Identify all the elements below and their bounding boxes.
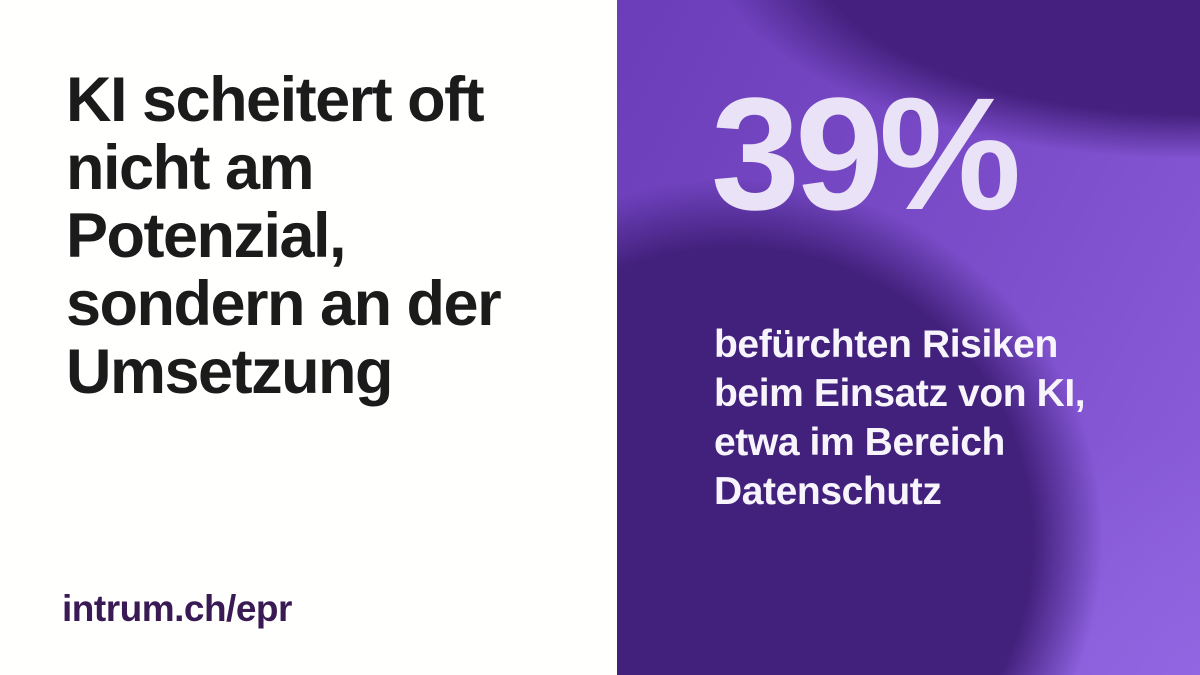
stat-description-line-2: beim Einsatz von KI, (714, 372, 1086, 415)
stat-panel: 39% befürchten Risiken beim Einsatz von … (617, 0, 1200, 675)
stat-description: befürchten Risiken beim Einsatz von KI, … (714, 320, 1086, 516)
stat-description-line-4: Datenschutz (714, 470, 942, 513)
stat-description-line-1: befürchten Risiken (714, 323, 1058, 366)
headline-line-4: sondern an der (66, 269, 502, 339)
stat-value: 39% (711, 64, 1021, 243)
stat-description-line-3: etwa im Bereich (714, 421, 1005, 464)
website-link[interactable]: intrum.ch/epr (62, 588, 292, 629)
headline-line-1: KI scheitert oft (66, 65, 485, 135)
headline-line-3: Potenzial, (66, 201, 347, 271)
headline: KI scheitert oft nicht am Potenzial, son… (66, 65, 502, 407)
text-panel: KI scheitert oft nicht am Potenzial, son… (62, 65, 502, 629)
headline-line-5: Umsetzung (66, 337, 394, 407)
headline-line-2: nicht am (66, 133, 315, 203)
